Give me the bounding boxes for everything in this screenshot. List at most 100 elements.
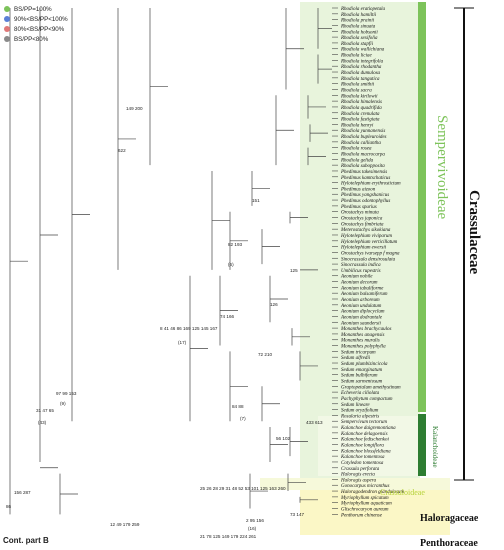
clade-shading-kalanchoideae [318, 416, 420, 476]
node-support-label: 74 166 [220, 314, 234, 319]
taxon-label: Rhodiola hamiltii [340, 13, 377, 18]
continuation-label: Cont. part B [3, 536, 49, 545]
taxon-label: Pachyphytum compactum [340, 397, 393, 402]
node-support-label: 84 88 [232, 404, 244, 409]
legend-label: 90%<BS/PP<100% [14, 15, 68, 23]
taxon-label: Sedum emarginatum [341, 368, 382, 373]
taxon-label: Monanthes anagensis [340, 333, 385, 338]
clade-shading-layer [260, 2, 450, 535]
taxon-label: Glischrocaryon aureum [341, 508, 389, 513]
taxon-label: Rhodiola sinuata [340, 24, 376, 29]
taxon-label: Orostachys japonica [341, 217, 383, 222]
taxon-label: Sedum plumbizincicola [341, 362, 388, 367]
taxon-label: Gonocarpus micranthus [341, 484, 390, 489]
node-support-label: 86 [6, 504, 12, 509]
legend-label: BS/PP=100% [14, 5, 52, 13]
taxon-label: Orostachys minuta [341, 211, 379, 216]
legend-swatch-icon [4, 16, 10, 22]
clade-label-crassuloideae: Crassuloideae [380, 488, 425, 497]
node-support-label: 433 613 [306, 420, 323, 425]
taxon-label: Phedimus aizoon [340, 187, 376, 192]
taxon-label: Sinocrassula indica [341, 263, 381, 268]
support-legend: BS/PP=100% 90%<BS/PP<100% 80%<BS/PP<90% … [4, 4, 68, 44]
taxon-label: Rhodiola hobsonii [340, 30, 378, 35]
sempervivoideae-bar [418, 2, 426, 412]
legend-swatch-icon [4, 36, 10, 42]
legend-label: 80%<BS/PP<90% [14, 25, 65, 33]
clade-bar-layer: Sempervivoideae Kalanchoideae Crassuloidea… [380, 2, 482, 549]
node-support-label: 56 102 [276, 436, 290, 441]
taxon-label: Sinocrassula densirosulata [341, 257, 396, 262]
legend-item: 90%<BS/PP<100% [4, 14, 68, 24]
taxon-label: Rhodiola eratiopetala [340, 7, 386, 12]
taxon-label: Rhodiola fastigiata [340, 118, 380, 123]
taxon-label: Phedimus kamtschaticus [340, 176, 390, 181]
node-support-label: 72 210 [258, 352, 272, 357]
taxon-label: Graptopetalum amethystinum [341, 385, 401, 390]
taxon-label: Myriophyllum aquaticum [340, 502, 392, 507]
taxon-label: Aeonium tabuliforme [340, 286, 384, 291]
taxon-label: Rhodiola tangutica [340, 77, 380, 82]
taxon-label: Rhodiola liciae [340, 54, 372, 59]
taxon-label: Orostachys fimbriata [341, 222, 384, 227]
taxon-label: Rhodiola bupleuroides [340, 135, 387, 140]
node-label-layer: 149 200 622 151 82 193 (6) 125 8 41 46 86 169 … [6, 106, 323, 539]
node-support-label: (16) [248, 526, 257, 531]
taxon-label: Rhodiola rosea [340, 147, 372, 152]
taxon-label: Phedimus yangshanicus [340, 193, 389, 198]
taxon-label: Rhodiola calliantha [340, 141, 381, 146]
taxon-label: Rhodiola dumulosa [340, 71, 381, 76]
node-support-label: 622 [118, 148, 126, 153]
node-support-label: (9) [60, 401, 66, 406]
taxon-label: Meterostachys sikokiana [340, 228, 391, 233]
taxon-label: Orostachys ivarsepp f magna [341, 251, 400, 256]
taxon-label: Hylotelephium erythrostictum [340, 182, 401, 187]
taxon-label: Aeonium saundersii [340, 321, 381, 326]
taxon-label: Monanthes muralis [340, 339, 380, 344]
taxon-label: Kalanchoe longiflora [340, 444, 384, 449]
family-label-crassulaceae: Crassulaceae [466, 190, 482, 274]
taxon-label: Aeonium balsamiferum [340, 292, 388, 297]
clade-label-kalanchoideae: Kalanchoideae [431, 426, 439, 468]
taxon-label: Rhodiola macrocarpa [340, 153, 385, 158]
clade-shading-sempervivoideae [300, 2, 420, 480]
node-support-label: 151 [252, 198, 260, 203]
node-support-label: 82 193 [228, 242, 242, 247]
family-label-penthoraceae: Penthoraceae [420, 538, 478, 549]
taxon-label: Haloragodendron glandulosum [340, 490, 404, 495]
legend-item: BS/PP=100% [4, 4, 68, 14]
taxon-label: Rhodiola henryi [340, 123, 374, 128]
node-support-label: 73 147 [290, 512, 304, 517]
taxon-label: Phedimus spurius [340, 205, 377, 210]
taxon-label: Aeonium diplocyclum [340, 310, 385, 315]
family-label-haloragaceae: Haloragaceae [420, 513, 479, 524]
taxon-label: Rhodiola sexifolia [340, 36, 378, 41]
taxon-label: Sedum sarmentosum [341, 379, 383, 384]
taxon-label: Rhodiola stapfii [340, 42, 374, 47]
taxon-label: Aeonium dodrantale [340, 315, 383, 320]
taxon-label: Hylotelephium ewersii [340, 246, 387, 251]
taxon-label: Rhodiola prainii [340, 19, 375, 24]
node-support-label: 31 47 65 [36, 408, 54, 413]
legend-item: BS/PP<80% [4, 34, 68, 44]
taxon-label: Rhodiola himalensis [340, 100, 382, 105]
taxon-label: Umbilicus rupestris [341, 269, 381, 274]
taxon-label: Rhodiola smithii [340, 83, 375, 88]
node-support-label: 97 99 153 [56, 391, 77, 396]
legend-item: 80%<BS/PP<90% [4, 24, 68, 34]
taxon-label: Monanthes brachycaulos [340, 327, 391, 332]
taxon-label: Aeonium decorum [340, 281, 378, 286]
node-support-label: 126 [270, 302, 278, 307]
taxon-label: Sedum alfredii [341, 356, 371, 361]
taxon-label: Aeonium nobile [340, 275, 373, 280]
taxon-label: Echeveria ciliolata [340, 391, 380, 396]
taxon-label: Aeonium arboreum [340, 298, 380, 303]
node-support-label: 156 287 [14, 490, 31, 495]
taxon-label: Monanthes polyphylla [340, 345, 386, 350]
taxon-label: Rhodiola gelida [340, 158, 374, 163]
node-support-label: (6) [228, 262, 234, 267]
taxon-label: Rosularia alpestris [340, 414, 379, 419]
